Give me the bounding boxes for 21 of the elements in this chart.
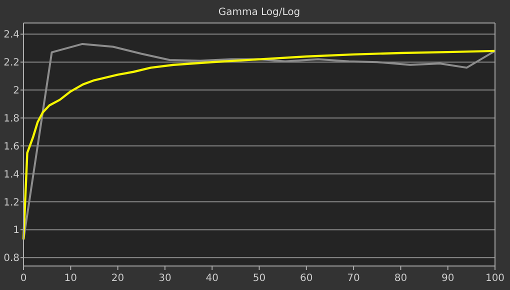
y-tick-label: 2 bbox=[13, 86, 20, 97]
x-tick-label: 0 bbox=[20, 273, 27, 284]
y-tick-label: 1 bbox=[13, 225, 20, 236]
chart-title: Gamma Log/Log bbox=[218, 7, 300, 18]
x-tick-label: 40 bbox=[206, 273, 218, 284]
y-tick-label: 1.8 bbox=[4, 113, 20, 124]
x-tick-label: 70 bbox=[347, 273, 360, 284]
y-tick-label: 2.2 bbox=[4, 58, 20, 69]
y-tick-label: 1.6 bbox=[4, 141, 20, 152]
y-tick-label: 1.2 bbox=[4, 197, 20, 208]
x-tick-label: 20 bbox=[111, 273, 124, 284]
x-tick-label: 80 bbox=[394, 273, 408, 284]
x-tick-label: 10 bbox=[64, 273, 78, 284]
x-tick-label: 60 bbox=[300, 273, 313, 284]
x-tick-label: 90 bbox=[441, 273, 454, 284]
y-tick-label: 0.8 bbox=[4, 253, 20, 264]
x-tick-label: 100 bbox=[485, 273, 505, 284]
y-tick-label: 2.4 bbox=[4, 30, 20, 41]
x-tick-label: 30 bbox=[158, 273, 172, 284]
y-tick-label: 1.4 bbox=[4, 169, 20, 180]
x-tick-label: 50 bbox=[252, 273, 266, 284]
